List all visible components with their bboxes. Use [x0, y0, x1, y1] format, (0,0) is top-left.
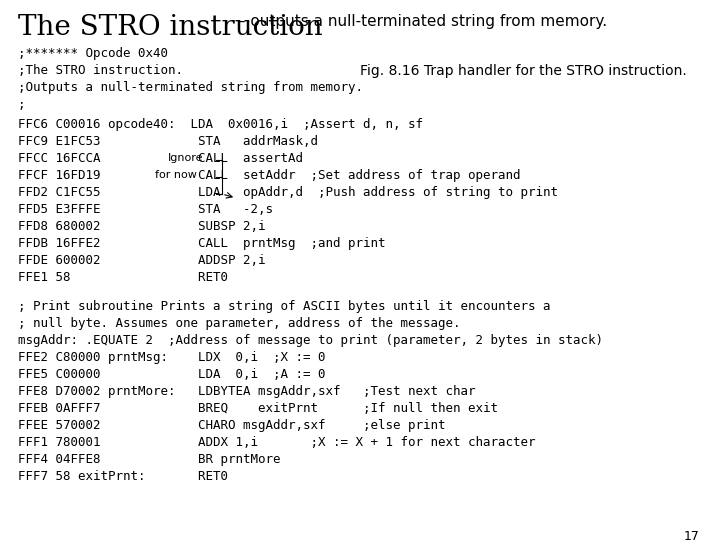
- Text: FFDB 16FFE2             CALL  prntMsg  ;and print: FFDB 16FFE2 CALL prntMsg ;and print: [18, 237, 385, 250]
- Text: FFC9 E1FC53             STA   addrMask,d: FFC9 E1FC53 STA addrMask,d: [18, 135, 318, 148]
- Text: – outputs a null-terminated string from memory.: – outputs a null-terminated string from …: [233, 14, 607, 29]
- Text: FFE8 D70002 prntMore:   LDBYTEA msgAddr,sxf   ;Test next char: FFE8 D70002 prntMore: LDBYTEA msgAddr,sx…: [18, 385, 475, 398]
- Text: ; Print subroutine Prints a string of ASCII bytes until it encounters a: ; Print subroutine Prints a string of AS…: [18, 300, 551, 313]
- Text: ;******* Opcode 0x40: ;******* Opcode 0x40: [18, 47, 168, 60]
- Text: FFE1 58                 RET0: FFE1 58 RET0: [18, 271, 228, 284]
- Text: ;Outputs a null-terminated string from memory.: ;Outputs a null-terminated string from m…: [18, 81, 363, 94]
- Text: ;: ;: [18, 98, 25, 111]
- Text: for now: for now: [155, 170, 197, 180]
- Text: Ignore: Ignore: [168, 153, 204, 163]
- Text: ;The STRO instruction.: ;The STRO instruction.: [18, 64, 183, 77]
- Text: FFC6 C00016 opcode40:  LDA  0x0016,i  ;Assert d, n, sf: FFC6 C00016 opcode40: LDA 0x0016,i ;Asse…: [18, 118, 423, 131]
- Text: 17: 17: [684, 530, 700, 540]
- Text: FFDE 600002             ADDSP 2,i: FFDE 600002 ADDSP 2,i: [18, 254, 266, 267]
- Text: FFD2 C1FC55             LDA   opAddr,d  ;Push address of string to print: FFD2 C1FC55 LDA opAddr,d ;Push address o…: [18, 186, 558, 199]
- Text: The STRO instruction: The STRO instruction: [18, 14, 323, 41]
- Text: FFEB 0AFFF7             BREQ    exitPrnt      ;If null then exit: FFEB 0AFFF7 BREQ exitPrnt ;If null then …: [18, 402, 498, 415]
- Text: FFEE 570002             CHARO msgAddr,sxf     ;else print: FFEE 570002 CHARO msgAddr,sxf ;else prin…: [18, 419, 446, 432]
- Text: FFF1 780001             ADDX 1,i       ;X := X + 1 for next character: FFF1 780001 ADDX 1,i ;X := X + 1 for nex…: [18, 436, 536, 449]
- Text: FFCF 16FD19             CALL  setAddr  ;Set address of trap operand: FFCF 16FD19 CALL setAddr ;Set address of…: [18, 169, 521, 182]
- Text: FFE5 C00000             LDA  0,i  ;A := 0: FFE5 C00000 LDA 0,i ;A := 0: [18, 368, 325, 381]
- Text: FFF7 58 exitPrnt:       RET0: FFF7 58 exitPrnt: RET0: [18, 470, 228, 483]
- Text: FFE2 C80000 prntMsg:    LDX  0,i  ;X := 0: FFE2 C80000 prntMsg: LDX 0,i ;X := 0: [18, 351, 325, 364]
- Text: FFD5 E3FFFE             STA   -2,s: FFD5 E3FFFE STA -2,s: [18, 203, 273, 216]
- Text: ; null byte. Assumes one parameter, address of the message.: ; null byte. Assumes one parameter, addr…: [18, 317, 461, 330]
- Text: FFCC 16FCCA             CALL  assertAd: FFCC 16FCCA CALL assertAd: [18, 152, 303, 165]
- Text: FFD8 680002             SUBSP 2,i: FFD8 680002 SUBSP 2,i: [18, 220, 266, 233]
- Text: FFF4 04FFE8             BR prntMore: FFF4 04FFE8 BR prntMore: [18, 453, 281, 466]
- Text: Fig. 8.16 Trap handler for the STRO instruction.: Fig. 8.16 Trap handler for the STRO inst…: [360, 64, 687, 78]
- Text: msgAddr: .EQUATE 2  ;Address of message to print (parameter, 2 bytes in stack): msgAddr: .EQUATE 2 ;Address of message t…: [18, 334, 603, 347]
